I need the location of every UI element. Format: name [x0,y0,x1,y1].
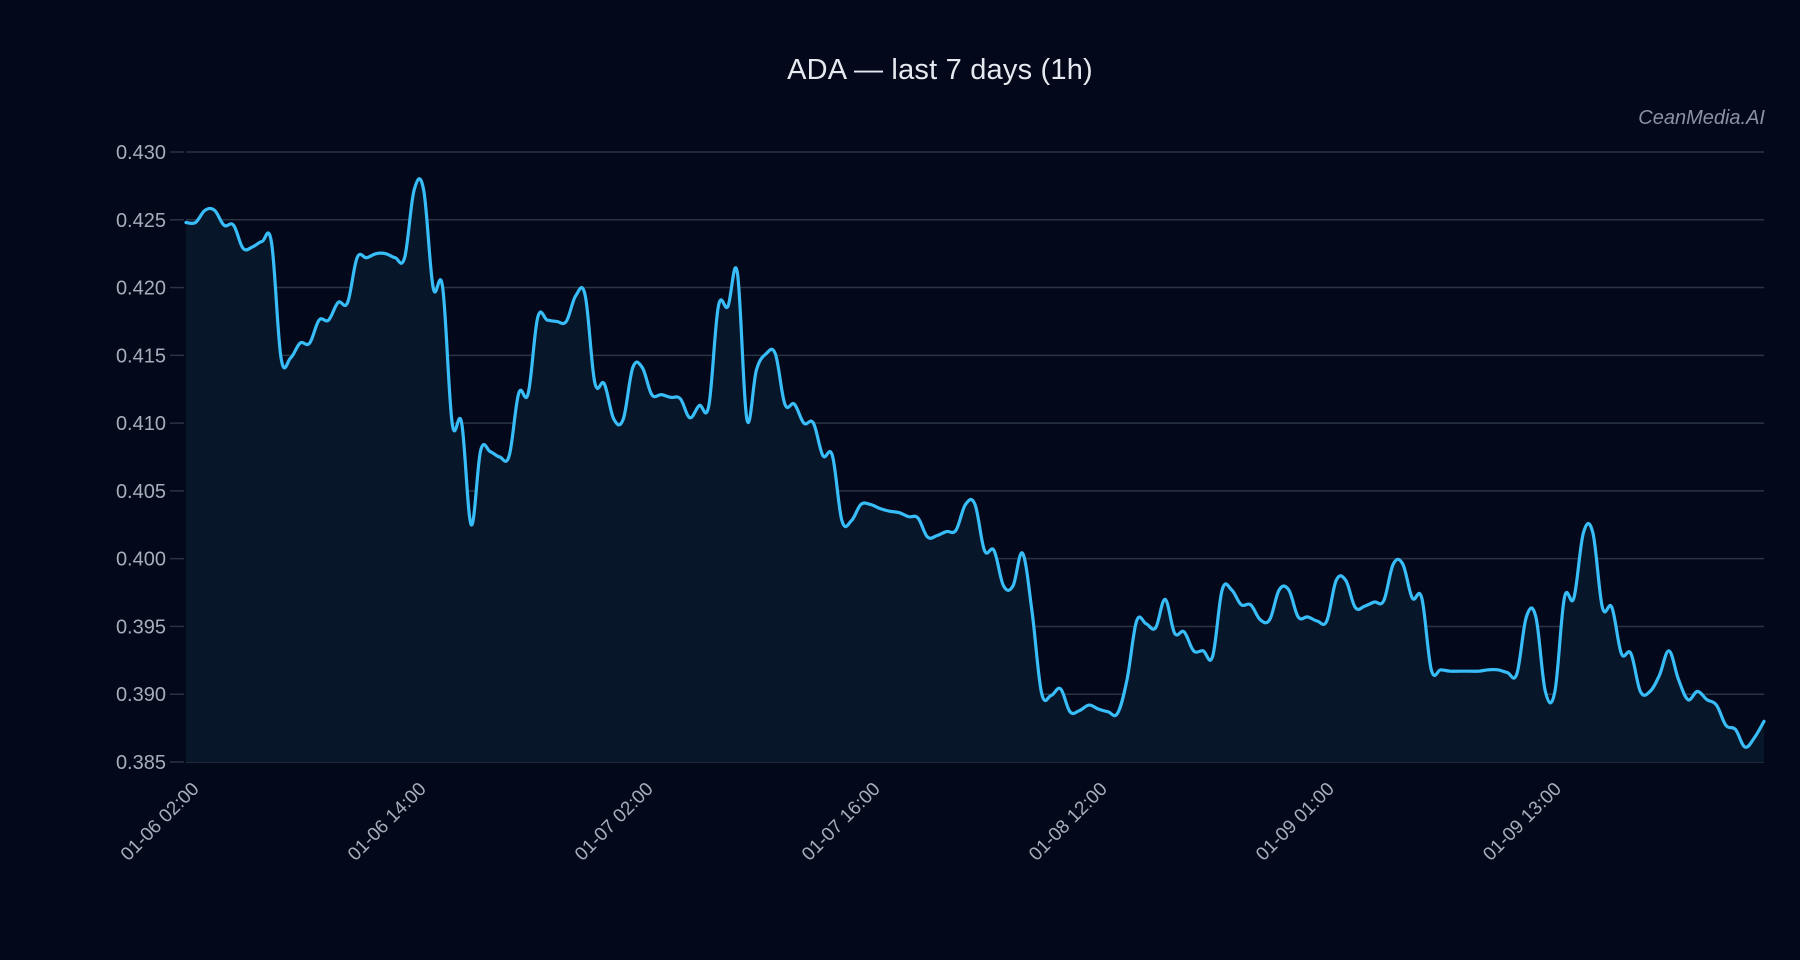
y-axis: 0.430 0.425 0.420 0.415 0.410 0.405 0.400 0.395… [116,142,184,774]
y-tick-label: 0.390 [116,684,166,706]
x-tick-label: 01-07 02:00 [571,779,658,866]
y-tick-label: 0.405 [116,481,166,503]
y-tick-label: 0.430 [116,142,166,164]
y-tick-label: 0.395 [116,616,166,638]
area-fill [186,178,1764,762]
x-tick-label: 01-06 14:00 [344,779,431,866]
x-tick-label: 01-06 02:00 [117,779,204,866]
y-tick-label: 0.410 [116,413,166,435]
x-tick-label: 01-08 12:00 [1025,779,1112,866]
price-line [184,177,1766,749]
y-tick-label: 0.415 [116,345,166,367]
chart-title: ADA — last 7 days (1h) [787,54,1093,86]
x-tick-label: 01-07 16:00 [798,779,885,866]
y-tick-label: 0.400 [116,549,166,571]
watermark: CeanMedia.AI [1638,107,1765,129]
y-tick-label: 0.385 [116,752,166,774]
x-axis: 01-06 02:00 01-06 14:00 01-07 02:00 01-07 1… [117,779,1566,866]
x-tick-label: 01-09 01:00 [1252,779,1339,866]
y-tick-label: 0.425 [116,210,166,232]
y-tick-label: 0.420 [116,278,166,300]
x-tick-label: 01-09 13:00 [1479,779,1566,866]
